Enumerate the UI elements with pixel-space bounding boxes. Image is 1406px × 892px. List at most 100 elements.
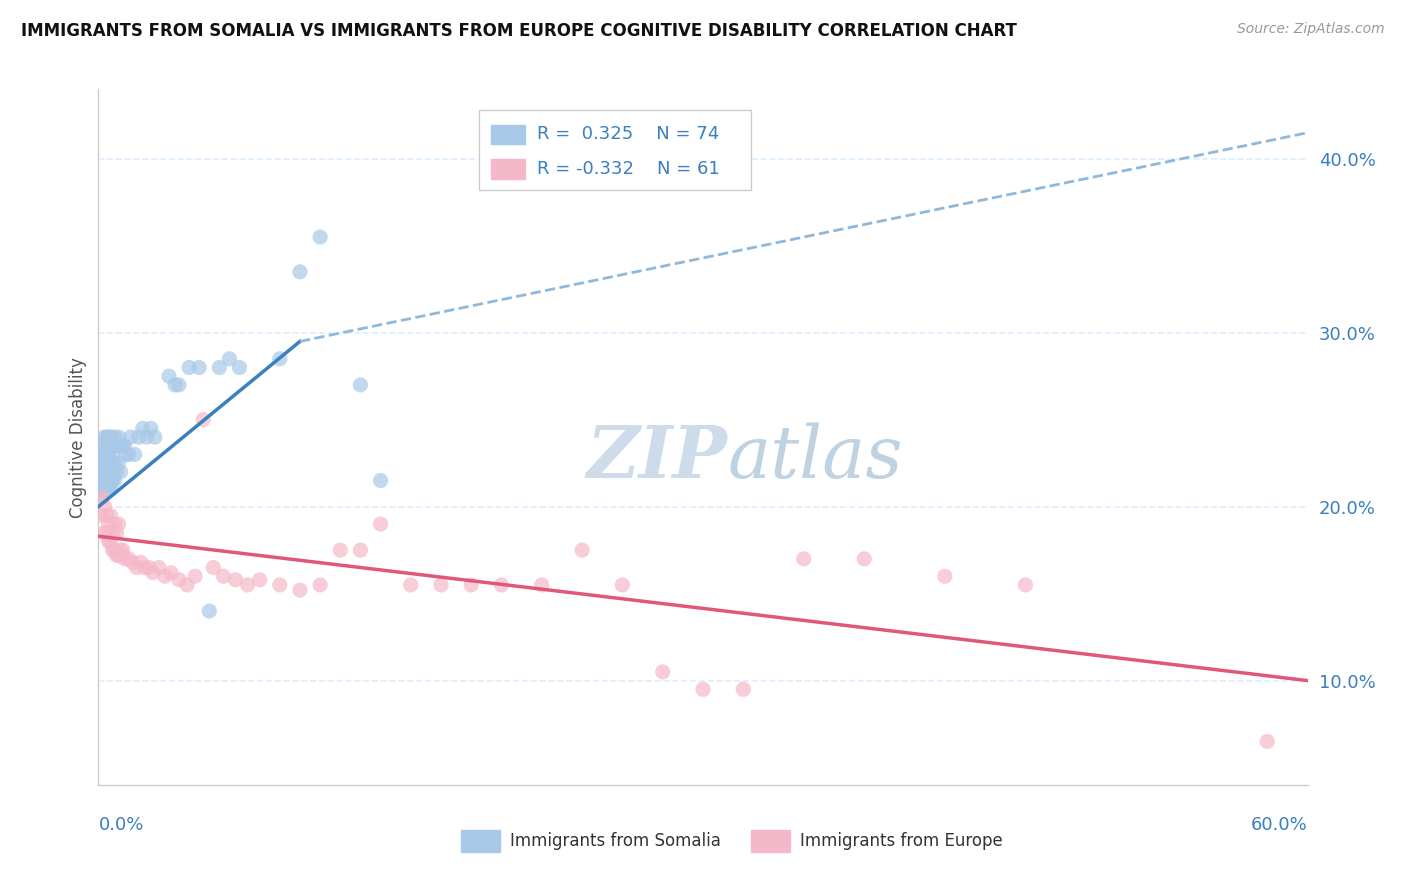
Point [97, 465, 120, 479]
Point [100, 465, 122, 479]
Point [103, 516, 125, 531]
Point [208, 360, 231, 375]
Point [96, 474, 118, 488]
Point [176, 578, 198, 592]
Point [89, 482, 111, 496]
Point [853, 551, 876, 566]
Text: Immigrants from Europe: Immigrants from Europe [800, 832, 1002, 850]
Point [530, 578, 553, 592]
Point [93, 456, 115, 470]
Point [460, 578, 482, 592]
Point [288, 265, 311, 279]
Point [132, 421, 155, 435]
Point [212, 569, 235, 583]
Point [430, 578, 453, 592]
Point [100, 534, 122, 549]
Point [91, 474, 114, 488]
Point [184, 569, 207, 583]
Point [101, 456, 124, 470]
Point [111, 439, 134, 453]
Point [167, 377, 190, 392]
Point [125, 560, 148, 574]
Point [793, 551, 815, 566]
Point [114, 551, 136, 566]
Point [236, 578, 259, 592]
Point [101, 474, 124, 488]
Point [107, 549, 129, 563]
Point [91, 447, 114, 462]
Point [193, 412, 215, 426]
Point [153, 569, 176, 583]
Point [110, 465, 132, 479]
Point [105, 465, 128, 479]
Point [97, 447, 120, 462]
Point [105, 525, 128, 540]
Point [91, 491, 114, 505]
Point [103, 474, 125, 488]
Point [93, 525, 115, 540]
Point [100, 474, 122, 488]
Point [97, 474, 120, 488]
Point [651, 665, 673, 679]
Point [202, 560, 225, 574]
FancyBboxPatch shape [479, 110, 751, 190]
Point [96, 465, 118, 479]
Point [288, 583, 311, 598]
Point [309, 578, 332, 592]
Text: R =  0.325    N = 74: R = 0.325 N = 74 [537, 126, 720, 144]
Point [349, 543, 371, 558]
Point [167, 573, 190, 587]
Point [91, 456, 114, 470]
Point [93, 500, 115, 514]
Point [110, 439, 132, 453]
Point [269, 578, 291, 592]
Point [100, 430, 122, 444]
Point [157, 369, 180, 384]
Point [107, 430, 129, 444]
Point [96, 439, 118, 453]
Point [93, 447, 115, 462]
Point [329, 543, 352, 558]
Point [733, 682, 755, 697]
Point [97, 456, 120, 470]
Point [224, 573, 246, 587]
Point [692, 682, 714, 697]
Y-axis label: Cognitive Disability: Cognitive Disability [69, 357, 87, 517]
Point [198, 604, 221, 618]
Point [1014, 578, 1036, 592]
Point [101, 543, 124, 558]
Point [128, 430, 150, 444]
Point [269, 351, 291, 366]
Point [179, 360, 201, 375]
Point [96, 456, 118, 470]
Point [148, 560, 170, 574]
Point [218, 351, 240, 366]
Point [129, 555, 152, 569]
Point [612, 578, 634, 592]
Point [97, 516, 120, 531]
Point [103, 456, 125, 470]
Point [103, 543, 125, 558]
Point [93, 430, 115, 444]
Bar [492, 125, 526, 145]
Point [91, 482, 114, 496]
Text: 0.0%: 0.0% [98, 816, 143, 834]
Point [115, 447, 138, 462]
Point [93, 439, 115, 453]
Bar [461, 830, 501, 853]
Point [111, 543, 134, 558]
Point [91, 465, 114, 479]
Point [100, 482, 122, 496]
Point [135, 430, 157, 444]
Point [103, 430, 125, 444]
Text: Source: ZipAtlas.com: Source: ZipAtlas.com [1237, 22, 1385, 37]
Text: R = -0.332    N = 61: R = -0.332 N = 61 [537, 161, 720, 178]
Text: ZIP: ZIP [586, 423, 727, 493]
Point [100, 456, 122, 470]
Point [97, 430, 120, 444]
Point [101, 447, 124, 462]
Point [100, 508, 122, 523]
Point [134, 560, 156, 574]
Text: atlas: atlas [727, 423, 903, 493]
Point [139, 421, 162, 435]
